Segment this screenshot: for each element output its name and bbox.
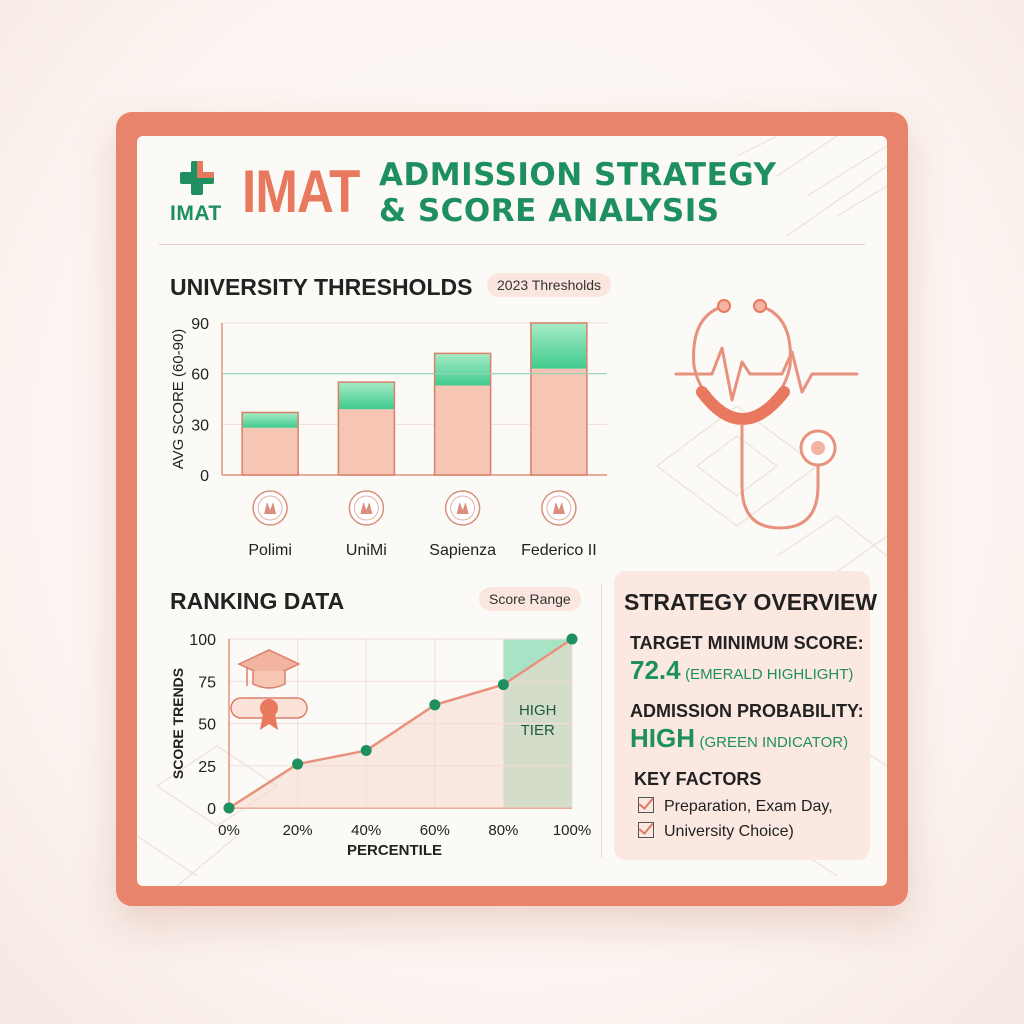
y-tick-label: 60 <box>191 367 209 384</box>
high-tier-label: HIGH <box>519 702 557 719</box>
admission-probability-label: ADMISSION PROBABILITY: <box>630 701 864 721</box>
section-divider <box>601 584 602 858</box>
y-tick-label: 0 <box>207 801 216 818</box>
medical-cross-icon <box>180 161 214 195</box>
x-tick-label: Federico II <box>521 542 597 559</box>
target-score-note: (EMERALD HIGHLIGHT) <box>685 666 854 683</box>
admission-probability-row: HIGH (GREEN INDICATOR) <box>630 723 848 754</box>
ranking-title: RANKING DATA <box>170 588 345 614</box>
y-tick-label: 0 <box>200 468 209 485</box>
bar-outline <box>433 352 492 476</box>
header-divider <box>159 244 865 245</box>
thresholds-badge: 2023 Thresholds <box>487 273 612 297</box>
ranking-line-chart: 0 25 50 75 100 0% 20% 40% 60% 80% 100% HIGH TIER PERC… <box>170 632 591 859</box>
bar-outline <box>530 322 588 476</box>
bar-base <box>434 385 491 475</box>
diploma-seal <box>260 699 278 717</box>
checkbox-icon <box>638 797 654 813</box>
seal-inner-ring <box>450 495 476 521</box>
data-point <box>223 802 235 814</box>
bar-base <box>338 409 395 475</box>
admission-probability-value: HIGH <box>630 723 695 753</box>
university-seal-icon <box>348 490 385 526</box>
bar-highlight <box>530 323 587 369</box>
bar-outline <box>337 381 396 476</box>
checkbox-icon <box>638 822 654 838</box>
x-tick-label: Sapienza <box>429 542 496 559</box>
bar-highlight <box>338 382 395 410</box>
x-tick-label: 20% <box>283 822 313 839</box>
data-point <box>429 699 441 711</box>
seal-emblem <box>360 502 373 514</box>
cap-base <box>252 671 286 689</box>
thresholds-title: UNIVERSITY THRESHOLDS <box>170 274 473 300</box>
y-tick-label: 50 <box>198 717 216 734</box>
y-tick-label: 25 <box>198 759 216 776</box>
high-tier-label: TIER <box>521 722 555 739</box>
x-tick-label: Polimi <box>248 542 292 559</box>
logo-text: IMAT <box>170 202 222 225</box>
university-seal-icon <box>252 490 288 526</box>
bar-outline <box>241 411 299 476</box>
admission-probability-note: (GREEN INDICATOR) <box>699 734 849 751</box>
x-tick-label: UniMi <box>346 542 387 559</box>
area-fill <box>229 639 572 808</box>
stethoscope-icon <box>674 299 859 530</box>
diploma-ribbon <box>260 714 278 730</box>
graduation-icon <box>230 649 308 730</box>
seal-inner-ring <box>257 495 283 521</box>
x-tick-label: 40% <box>351 822 381 839</box>
x-tick-label: 80% <box>488 822 518 839</box>
data-point <box>497 679 509 691</box>
data-point <box>292 758 304 770</box>
page-title-line1: ADMISSION STRATEGY <box>379 157 777 193</box>
y-axis-label: SCORE TRENDS <box>170 668 186 779</box>
key-factor-item: Preparation, Exam Day, <box>638 797 833 816</box>
series-line <box>228 637 573 810</box>
bar-base <box>530 368 587 475</box>
y-tick-label: 75 <box>198 674 216 691</box>
x-tick-label: 60% <box>420 822 450 839</box>
page-title-line2: & SCORE ANALYSIS <box>379 193 720 229</box>
key-factor-item: University Choice) <box>638 822 794 841</box>
bar-highlight <box>434 353 491 386</box>
university-seal-icon <box>444 490 481 526</box>
seal-emblem <box>552 502 565 514</box>
seal-emblem <box>456 502 469 514</box>
ranking-badge: Score Range <box>479 587 581 611</box>
x-axis-label: PERCENTILE <box>347 842 442 859</box>
bar-highlight <box>242 412 299 428</box>
key-factors-label: KEY FACTORS <box>634 769 762 789</box>
seal-inner-ring <box>353 495 379 521</box>
seal-emblem <box>264 502 277 514</box>
target-score-label: TARGET MINIMUM SCORE: <box>630 633 864 653</box>
target-score-row: 72.4 (EMERALD HIGHLIGHT) <box>630 655 853 686</box>
data-point <box>566 633 578 645</box>
data-point <box>360 745 372 757</box>
infographic-card: IMAT IMAT ADMISSION STRATEGY & SCORE ANA… <box>137 136 887 886</box>
overview-title: STRATEGY OVERVIEW <box>624 589 878 615</box>
x-tick-label: 100% <box>553 822 591 839</box>
y-tick-label: 30 <box>191 417 209 434</box>
y-tick-label: 90 <box>191 316 209 333</box>
brand-title: IMAT <box>242 158 360 225</box>
seal-inner-ring <box>546 495 572 521</box>
y-tick-label: 100 <box>189 632 216 649</box>
bar-base <box>242 427 299 475</box>
target-score-value: 72.4 <box>630 655 681 685</box>
strategy-overview-panel: STRATEGY OVERVIEW TARGET MINIMUM SCORE: … <box>614 571 877 860</box>
university-seal-icon <box>541 490 577 526</box>
y-axis-label: AVG SCORE (60-90) <box>170 329 187 470</box>
x-tick-label: 0% <box>218 822 240 839</box>
